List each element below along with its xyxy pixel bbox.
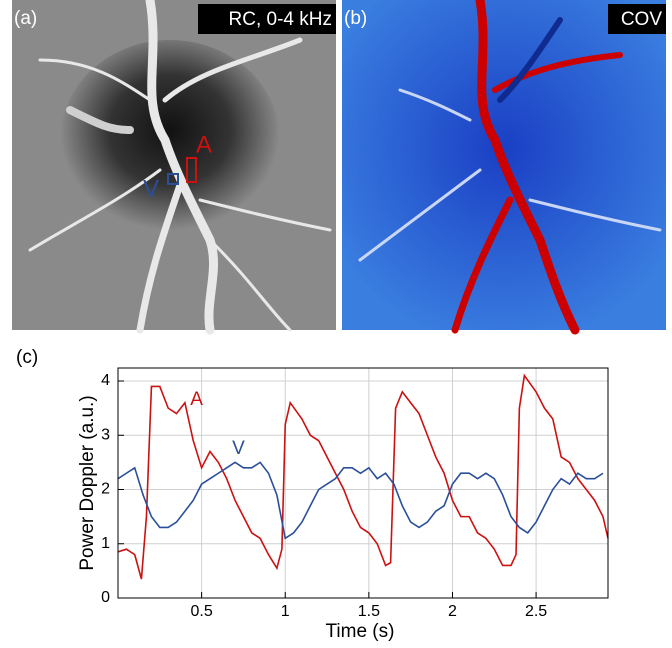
y-tick-label: 1 (101, 535, 110, 552)
panel-label: (a) (14, 8, 37, 29)
panel-a-image: A V (a) RC, 0-4 kHz (12, 0, 336, 335)
x-axis-label: Time (s) (326, 621, 395, 642)
y-tick-label: 3 (101, 426, 110, 443)
annotation: A (190, 389, 203, 410)
y-tick-label: 2 (101, 481, 110, 498)
data-line (117, 461, 604, 540)
panel-title: COV (621, 9, 663, 30)
x-tick-label: 1.5 (358, 603, 380, 620)
data-line (117, 373, 609, 580)
x-tick-label: 1 (281, 603, 290, 620)
panel-title: RC, 0-4 kHz (229, 9, 332, 30)
marker-a: A (196, 131, 212, 158)
plot-area (118, 368, 608, 598)
y-tick-label: 4 (101, 372, 110, 389)
x-tick-label: 2.5 (525, 603, 547, 620)
y-axis-label: Power Doppler (a.u.) (77, 395, 98, 570)
panel-label: (b) (344, 8, 367, 29)
x-tick-label: 0.5 (190, 603, 212, 620)
y-tick-label: 0 (101, 589, 110, 606)
panel-label: (c) (16, 347, 38, 368)
x-tick-label: 2 (448, 603, 457, 620)
plot-frame (117, 367, 609, 599)
marker-v: V (143, 175, 159, 202)
panel-b-image: (b) COV (342, 0, 666, 335)
annotation: V (232, 438, 245, 459)
